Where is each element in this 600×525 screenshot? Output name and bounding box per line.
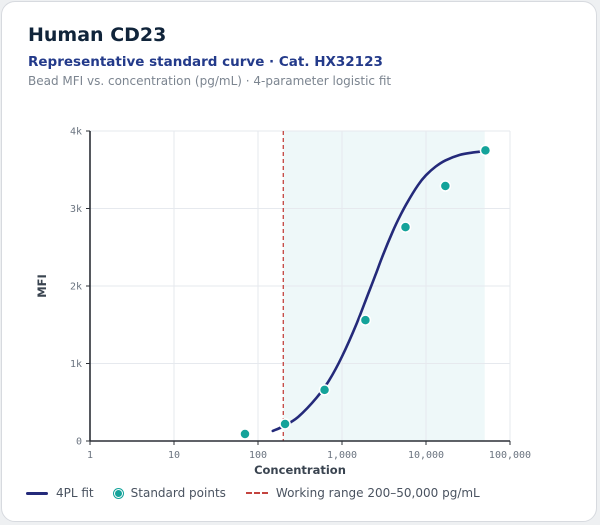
chart-caption: Bead MFI vs. concentration (pg/mL) · 4-p… xyxy=(28,74,392,88)
fit-line-swatch xyxy=(26,491,48,495)
point-marker-swatch xyxy=(113,488,123,498)
standard-point xyxy=(399,221,412,233)
legend-item-range: Working range 200–50,000 pg/mL xyxy=(245,486,480,500)
standard-point xyxy=(359,314,372,326)
standard-point xyxy=(439,180,452,192)
standard-points xyxy=(239,144,492,440)
fit-curve xyxy=(271,149,486,433)
y-tick-label: 2k xyxy=(70,282,82,293)
chart-legend: 4PL fit Standard points Working range 20… xyxy=(26,486,500,500)
y-tick-label: 3k xyxy=(70,204,82,215)
y-tick-label: 4k xyxy=(70,127,82,138)
x-tick-label: 100 xyxy=(249,450,267,461)
chart-title: Human CD23 xyxy=(28,24,167,46)
x-tick-label: 1 xyxy=(87,450,93,461)
x-axis-title: Concentration xyxy=(254,463,346,477)
x-tick-label: 10 xyxy=(168,450,180,461)
y-tick-label: 0 xyxy=(76,437,82,448)
legend-range-label: Working range 200–50,000 pg/mL xyxy=(275,486,480,500)
standard-point xyxy=(318,384,331,396)
x-tick-label: 1,000 xyxy=(327,450,357,461)
x-tick-label: 10,000 xyxy=(408,450,444,461)
range-line-swatch xyxy=(245,492,268,494)
standard-point xyxy=(479,144,492,157)
x-tick-label: 100,000 xyxy=(489,450,531,461)
standard-point xyxy=(239,428,251,440)
y-axis-ticks: 0 1k 2k 3k 4k xyxy=(70,127,90,448)
y-axis-title: MFI xyxy=(35,274,49,298)
legend-item-points: Standard points xyxy=(113,486,226,500)
standard-point xyxy=(279,418,291,430)
chart-subtitle: Representative standard curve · Cat. HX3… xyxy=(28,54,383,70)
legend-item-fit: 4PL fit xyxy=(26,486,94,500)
legend-fit-label: 4PL fit xyxy=(56,486,94,500)
legend-points-label: Standard points xyxy=(130,486,226,500)
x-axis-ticks: 1 10 100 1,000 10,000 100,000 xyxy=(87,441,531,461)
y-tick-label: 1k xyxy=(70,359,82,370)
